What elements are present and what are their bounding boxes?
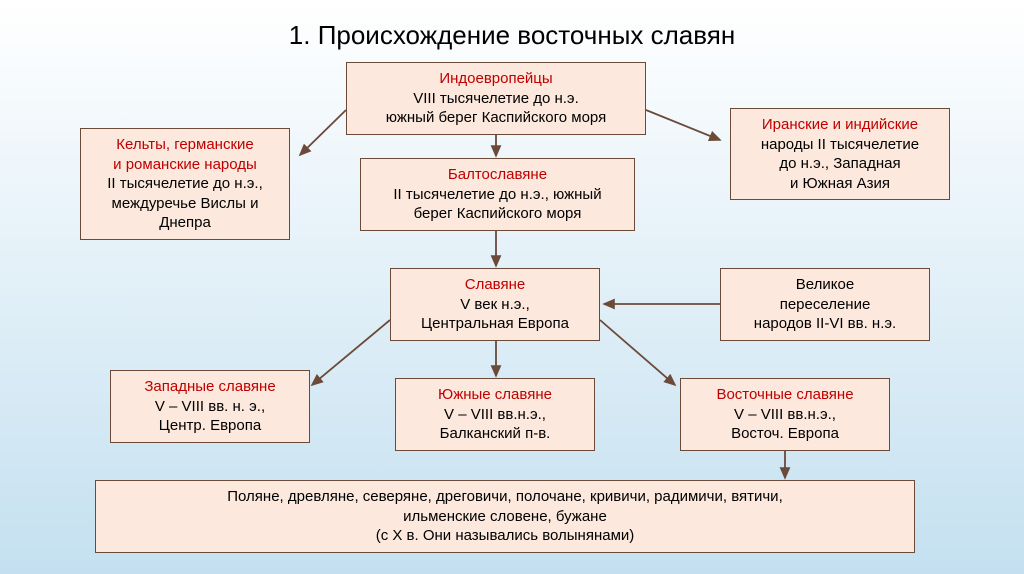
node-title: Славяне bbox=[465, 276, 525, 293]
node-line: народы II тысячелетие bbox=[761, 136, 919, 153]
node-line: V – VIII вв. н. э., bbox=[155, 398, 265, 415]
node-migration: Великое переселение народов II-VI вв. н.… bbox=[720, 268, 930, 341]
node-title: Кельты, германские bbox=[116, 136, 254, 153]
node-baltoslavs: Балтославяне II тысячелетие до н.э., южн… bbox=[360, 158, 635, 231]
node-line: V – VIII вв.н.э., bbox=[444, 406, 546, 423]
node-indoeuropeans: Индоевропейцы VIII тысячелетие до н.э. ю… bbox=[346, 62, 646, 135]
node-west-slavs: Западные славяне V – VIII вв. н. э., Цен… bbox=[110, 370, 310, 443]
node-line: и Южная Азия bbox=[790, 175, 890, 192]
node-slavs: Славяне V век н.э., Центральная Европа bbox=[390, 268, 600, 341]
node-line: ильменские словене, бужане bbox=[403, 508, 607, 525]
node-line: Центр. Европа bbox=[159, 417, 261, 434]
node-title: Южные славяне bbox=[438, 386, 552, 403]
node-title: Иранские и индийские bbox=[762, 116, 918, 133]
node-tribes: Поляне, древляне, северяне, дреговичи, п… bbox=[95, 480, 915, 553]
node-line: Центральная Европа bbox=[421, 315, 569, 332]
node-title: Индоевропейцы bbox=[439, 70, 552, 87]
node-south-slavs: Южные славяне V – VIII вв.н.э., Балканск… bbox=[395, 378, 595, 451]
node-iranian-indian: Иранские и индийские народы II тысячелет… bbox=[730, 108, 950, 200]
diagram-title: 1. Происхождение восточных славян bbox=[0, 20, 1024, 51]
node-line: Балканский п-в. bbox=[440, 425, 551, 442]
node-line: до н.э., Западная bbox=[779, 155, 900, 172]
node-line: VIII тысячелетие до н.э. bbox=[413, 90, 579, 107]
node-line: (с X в. Они назывались волынянами) bbox=[376, 527, 635, 544]
node-title: Западные славяне bbox=[144, 378, 275, 395]
node-line: II тысячелетие до н.э., южный bbox=[393, 186, 601, 203]
node-line: Поляне, древляне, северяне, дреговичи, п… bbox=[227, 488, 782, 505]
node-line: V – VIII вв.н.э., bbox=[734, 406, 836, 423]
node-line: берег Каспийского моря bbox=[414, 205, 582, 222]
node-line: Восточ. Европа bbox=[731, 425, 839, 442]
node-title: и романские народы bbox=[113, 156, 257, 173]
node-east-slavs: Восточные славяне V – VIII вв.н.э., Вост… bbox=[680, 378, 890, 451]
node-line: переселение bbox=[780, 296, 871, 313]
node-line: V век н.э., bbox=[460, 296, 530, 313]
node-line: междуречье Вислы и bbox=[112, 195, 259, 212]
node-line: Великое bbox=[796, 276, 854, 293]
node-line: южный берег Каспийского моря bbox=[386, 109, 606, 126]
node-title: Восточные славяне bbox=[716, 386, 853, 403]
node-line: Днепра bbox=[159, 214, 211, 231]
node-celts: Кельты, германские и романские народы II… bbox=[80, 128, 290, 240]
node-line: народов II-VI вв. н.э. bbox=[754, 315, 896, 332]
node-line: II тысячелетие до н.э., bbox=[107, 175, 263, 192]
node-title: Балтославяне bbox=[448, 166, 547, 183]
